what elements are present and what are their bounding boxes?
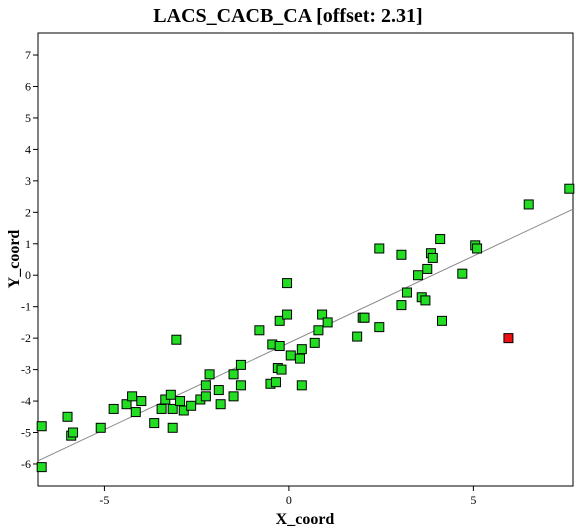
tick-group: -5 0 5 -6 -5 -4 -3 -2 -1 0 1 2 3 4 5 6 7 — [21, 48, 476, 507]
data-point — [175, 396, 186, 407]
data-point — [36, 421, 47, 432]
data-point — [420, 295, 431, 306]
data-point — [396, 300, 407, 311]
data-point — [472, 243, 483, 254]
y-tick-label: -2 — [21, 331, 31, 345]
data-point — [156, 403, 167, 414]
data-point — [435, 234, 446, 245]
fit-line — [37, 208, 574, 462]
y-tick-label: 3 — [25, 174, 31, 188]
x-axis-label: X_coord — [276, 511, 335, 528]
y-tick-label: 7 — [25, 48, 31, 62]
data-point — [149, 418, 160, 429]
data-point — [437, 315, 448, 326]
data-point — [313, 325, 324, 336]
y-axis-label: Y_coord — [6, 230, 23, 289]
data-point — [274, 315, 285, 326]
data-point — [127, 391, 138, 402]
data-point — [167, 403, 178, 414]
y-tick-label: 2 — [25, 205, 31, 219]
data-point — [523, 199, 534, 210]
data-point — [200, 380, 211, 391]
y-tick-label: -5 — [21, 426, 31, 440]
y-tick-label: 6 — [25, 79, 31, 93]
data-point — [36, 462, 47, 473]
y-tick-label: 1 — [25, 237, 31, 251]
data-point — [130, 407, 141, 418]
x-tick-label: 0 — [286, 493, 292, 507]
data-point — [228, 369, 239, 380]
data-point — [322, 317, 333, 328]
data-point — [108, 403, 119, 414]
data-point — [413, 270, 424, 281]
data-point — [213, 385, 224, 396]
data-point — [352, 331, 363, 342]
data-point — [282, 278, 293, 289]
data-point — [95, 422, 106, 433]
data-point — [422, 263, 433, 274]
data-point — [296, 380, 307, 391]
data-point — [254, 325, 265, 336]
chart-title: LACS_CACB_CA [offset: 2.31] — [153, 5, 422, 27]
points-group — [36, 183, 575, 473]
data-point — [167, 422, 178, 433]
y-tick-label: -6 — [21, 457, 31, 471]
data-point — [317, 309, 328, 320]
data-point — [68, 427, 79, 438]
data-point — [62, 411, 73, 422]
x-tick-label: -5 — [99, 493, 109, 507]
data-point — [401, 287, 412, 298]
data-point — [396, 249, 407, 260]
y-tick-label: -1 — [21, 300, 31, 314]
data-point — [215, 399, 226, 410]
y-tick-label: 0 — [25, 268, 31, 282]
data-point — [427, 252, 438, 263]
plot-frame — [37, 32, 574, 487]
y-tick-label: -4 — [21, 394, 31, 408]
data-point — [235, 359, 246, 370]
data-point — [374, 322, 385, 333]
data-point — [165, 389, 176, 400]
data-point — [359, 312, 370, 323]
data-point — [564, 183, 575, 194]
data-point — [204, 369, 215, 380]
data-point — [270, 377, 281, 388]
y-tick-label: 4 — [25, 142, 31, 156]
x-tick-label: 5 — [470, 493, 476, 507]
data-point — [200, 391, 211, 402]
data-point — [276, 364, 287, 375]
data-point — [285, 350, 296, 361]
data-point — [274, 341, 285, 352]
data-point — [121, 399, 132, 410]
data-point — [235, 380, 246, 391]
data-point — [374, 243, 385, 254]
data-point — [282, 309, 293, 320]
data-point — [457, 268, 468, 279]
outlier-point — [503, 333, 514, 344]
data-point — [309, 337, 320, 348]
data-point — [294, 353, 305, 364]
y-tick-label: -3 — [21, 363, 31, 377]
data-point — [136, 396, 147, 407]
data-point — [296, 344, 307, 355]
y-tick-label: 5 — [25, 111, 31, 125]
data-point — [186, 400, 197, 411]
data-point — [228, 391, 239, 402]
data-point — [171, 334, 182, 345]
